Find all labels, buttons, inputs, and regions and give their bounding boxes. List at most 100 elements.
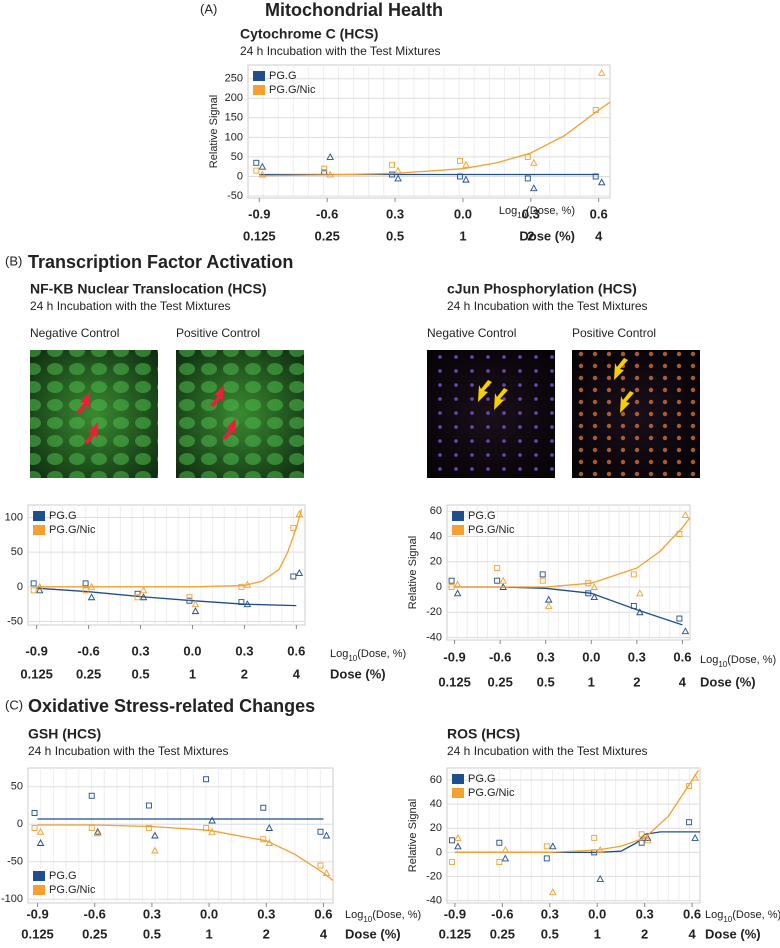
legend-label: PG.G (49, 870, 77, 882)
point (524, 175, 531, 182)
y-tick-label: 100 (5, 511, 23, 523)
point (530, 184, 538, 192)
dose-label: 0.5 (541, 926, 559, 941)
point (636, 589, 644, 597)
image-caption: Positive Control (572, 326, 656, 340)
legend-swatch (253, 71, 265, 81)
point (496, 859, 503, 865)
y-tick-label: 20 (430, 822, 442, 834)
x-axis-label-part: (Dose, %) (732, 909, 780, 921)
chart-subtitle: 24 h Incubation with the Test Mixtures (447, 744, 648, 758)
y-tick-label: 250 (225, 73, 243, 85)
x-axis-label-part: (Dose, %) (526, 205, 575, 217)
x-tick-label: -0.6 (316, 206, 338, 221)
micrograph (176, 350, 304, 478)
x-tick-label: -0.9 (25, 643, 47, 658)
x-tick-label: 0.3 (235, 643, 253, 658)
point (590, 583, 599, 590)
point (258, 162, 267, 170)
x-tick-label: 0.3 (386, 206, 404, 221)
point (290, 524, 297, 531)
panel-title: Transcription Factor Activation (28, 252, 293, 272)
x-tick-label: 0.6 (673, 649, 691, 664)
y-tick-label: 0 (17, 581, 23, 593)
y-tick-label: -50 (7, 856, 23, 868)
y-axis-label: Relative Signal (407, 799, 419, 872)
y-tick-label: 20 (430, 556, 442, 568)
point (82, 580, 89, 587)
point (585, 590, 592, 597)
dose-label: 0.125 (21, 926, 54, 941)
x-tick-label: 0.3 (522, 206, 540, 221)
point (30, 580, 37, 587)
point (494, 565, 501, 572)
point (676, 615, 683, 622)
point (290, 573, 297, 580)
point (321, 165, 328, 172)
x-tick-label: -0.6 (491, 906, 513, 921)
dose-label: 0.5 (131, 666, 149, 681)
point (456, 173, 463, 180)
point (145, 802, 152, 809)
dose-title: Dose (%) (519, 228, 575, 243)
chart-title: NF-KB Nuclear Translocation (HCS) (30, 281, 266, 297)
y-tick-label: 50 (11, 781, 23, 793)
point (139, 593, 148, 601)
y-tick-label: 50 (11, 546, 23, 558)
y-tick-label: -40 (426, 894, 442, 906)
y-tick-label: 0 (436, 581, 442, 593)
dose-label: 1 (189, 666, 196, 681)
point (258, 170, 267, 178)
panel-label: (B) (5, 253, 22, 268)
point (260, 804, 267, 811)
panel-label: (C) (5, 697, 23, 712)
dose-label: 1 (459, 228, 466, 243)
point (389, 171, 396, 178)
point (191, 600, 200, 608)
point (260, 836, 267, 843)
legend-swatch (33, 525, 45, 535)
x-tick-label: 0.0 (183, 643, 201, 658)
arrows (478, 358, 634, 413)
point (208, 816, 216, 824)
chart-title: ROS (HCS) (447, 726, 520, 742)
point (539, 577, 546, 584)
dose-label: 4 (595, 228, 603, 243)
point (317, 862, 324, 869)
dose-label: 0.25 (315, 228, 340, 243)
panel-title: Oxidative Stress-related Changes (28, 696, 315, 716)
point (151, 831, 159, 839)
point (590, 593, 599, 601)
fit-line (37, 824, 334, 882)
point (191, 607, 200, 615)
x-axis-label-part: Log (330, 648, 348, 660)
point (691, 773, 699, 781)
point (448, 577, 455, 584)
point (322, 869, 331, 876)
y-tick-label: 150 (225, 112, 243, 124)
point (82, 587, 89, 594)
point (585, 580, 592, 587)
chart-subtitle: 24 h Incubation with the Test Mixtures (447, 299, 648, 313)
point (543, 843, 550, 850)
point (596, 874, 604, 882)
x-axis-label-part: (Dose, %) (727, 654, 776, 666)
y-tick-label: 40 (430, 530, 442, 542)
x-tick-label: 0.3 (257, 906, 275, 921)
x-tick-label: 0.3 (131, 643, 149, 658)
fit-line (454, 770, 699, 854)
y-tick-label: 0 (17, 818, 23, 830)
y-tick-label: -50 (227, 190, 243, 202)
dose-label: 2 (641, 926, 648, 941)
x-tick-label: 0.6 (683, 906, 701, 921)
point (597, 178, 606, 186)
chart-title: cJun Phosphorylation (HCS) (447, 281, 637, 297)
dose-label: 0.5 (143, 926, 161, 941)
x-tick-label: 0.3 (541, 906, 559, 921)
chart-title: Cytochrome C (HCS) (240, 26, 378, 42)
point (496, 839, 503, 846)
point (87, 582, 96, 590)
legend-swatch (33, 511, 45, 521)
x-tick-label: -0.9 (248, 206, 270, 221)
dose-label: 0.5 (537, 674, 555, 689)
